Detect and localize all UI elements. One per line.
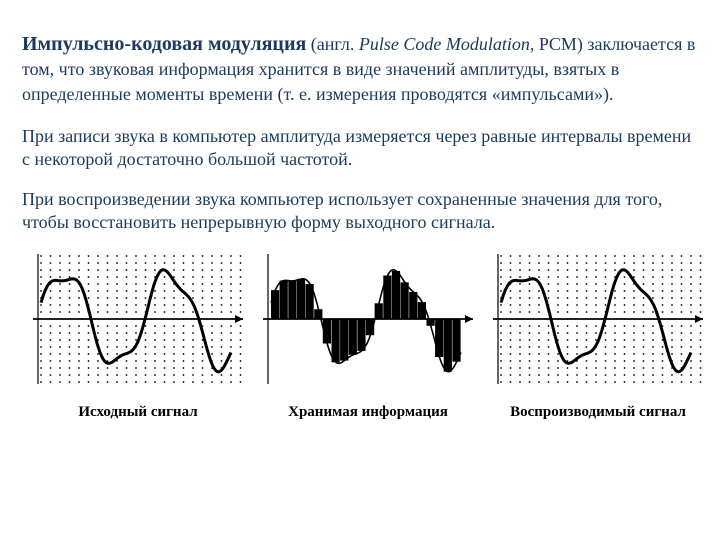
title-italic: Pulse Code Modulation, (359, 34, 534, 54)
figure-reproduced-signal: Воспроизводимый сигнал (488, 241, 708, 421)
title-bold: Импульсно-кодовая модуляция (22, 33, 306, 55)
caption-stored: Хранимая информация (288, 404, 448, 421)
paragraph-3: При воспроизведении звука компьютер испо… (22, 188, 698, 233)
title-rest-1: (англ. (306, 34, 359, 54)
caption-reproduced: Воспроизводимый сигнал (510, 404, 686, 421)
paragraph-1: Импульсно-кодовая модуляция (англ. Pulse… (22, 32, 698, 107)
chart-stored-info (258, 241, 478, 396)
caption-source: Исходный сигнал (78, 404, 197, 421)
paragraph-2: При записи звука в компьютер амплитуда и… (22, 125, 698, 170)
figure-source-signal: Исходный сигнал (28, 241, 248, 421)
chart-reproduced-signal (488, 241, 708, 396)
figure-stored-info: Хранимая информация (258, 241, 478, 421)
figure-row: Исходный сигнал Хранимая информация Восп… (22, 241, 698, 421)
chart-source-signal (28, 241, 248, 396)
